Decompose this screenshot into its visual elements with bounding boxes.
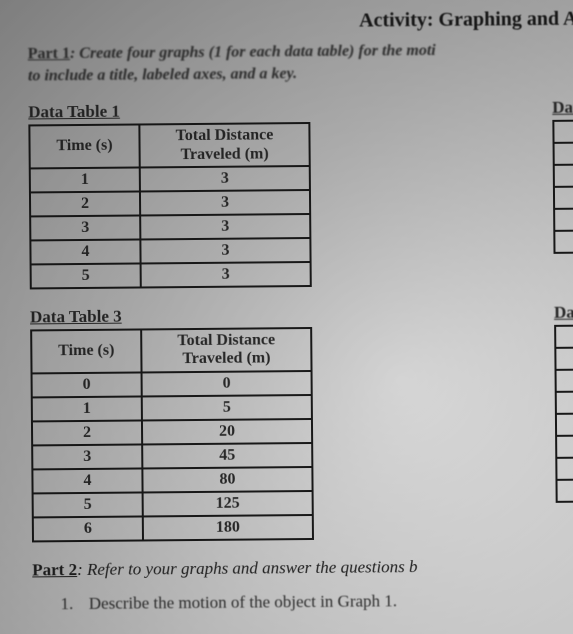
table-row: 00 bbox=[32, 371, 312, 397]
right-table-3-caption: Da bbox=[554, 303, 573, 323]
table-cell: 1 bbox=[32, 396, 142, 421]
table-cell: 20 bbox=[142, 419, 312, 444]
table-cell: 0 bbox=[142, 371, 312, 396]
table-row bbox=[556, 392, 573, 414]
table-row bbox=[554, 209, 573, 231]
table-row: 6180 bbox=[33, 515, 313, 541]
part1-text-line1: : Create four graphs (1 for each data ta… bbox=[70, 42, 436, 62]
table-cell bbox=[556, 392, 573, 414]
table-row: 33 bbox=[30, 214, 310, 240]
table-cell: 3 bbox=[32, 444, 142, 469]
right-table-1-block: Data bbox=[552, 98, 573, 254]
table-row: 480 bbox=[32, 467, 312, 493]
table-cell: 5 bbox=[31, 263, 141, 288]
table-row: 13 bbox=[30, 166, 310, 192]
data-table-1-caption: Data Table 1 bbox=[28, 100, 310, 122]
part2-label: Part 2 bbox=[32, 560, 77, 579]
worksheet-page: Activity: Graphing and A Part 1: Create … bbox=[27, 8, 573, 615]
right-table-1-caption: Data bbox=[552, 98, 573, 118]
table-cell bbox=[556, 458, 573, 480]
table-header: Time (s) bbox=[29, 125, 139, 169]
part1-label: Part 1 bbox=[28, 45, 70, 62]
table-cell bbox=[556, 480, 573, 502]
right-table-3-block: Da bbox=[554, 303, 573, 503]
part1-text-line2: to include a title, labeled axes, and a … bbox=[28, 65, 297, 84]
right-table-3 bbox=[554, 325, 573, 503]
table-cell bbox=[555, 348, 573, 370]
table-row: 5125 bbox=[33, 491, 313, 517]
table-row: 53 bbox=[31, 262, 311, 288]
table-row: 15 bbox=[32, 395, 312, 421]
table-cell: 3 bbox=[140, 238, 310, 263]
table-cell bbox=[554, 143, 573, 165]
table-cell: 125 bbox=[143, 491, 313, 516]
table-cell: 5 bbox=[33, 492, 143, 517]
table-row: 220 bbox=[32, 419, 312, 445]
table-cell bbox=[554, 209, 573, 231]
table-row bbox=[556, 458, 573, 480]
table-row bbox=[556, 414, 573, 436]
data-table-3-caption: Data Table 3 bbox=[30, 305, 312, 327]
table-cell bbox=[554, 187, 573, 209]
table-cell bbox=[554, 165, 573, 187]
table-row bbox=[556, 480, 573, 502]
table-cell: 3 bbox=[140, 190, 310, 215]
table-cell bbox=[556, 370, 573, 392]
table-row bbox=[554, 187, 573, 209]
right-table-1 bbox=[552, 120, 573, 254]
table-row: 23 bbox=[30, 190, 310, 216]
table-row: 43 bbox=[30, 238, 310, 264]
table-row bbox=[554, 165, 573, 187]
data-table-1-block: Data Table 1 Time (s)Total DistanceTrave… bbox=[28, 100, 312, 289]
table-cell: 6 bbox=[33, 516, 143, 541]
table-cell: 2 bbox=[30, 191, 140, 216]
row-table3: Data Table 3 Time (s)Total DistanceTrave… bbox=[30, 303, 573, 543]
question-1-text: Describe the motion of the object in Gra… bbox=[89, 591, 397, 613]
table-cell bbox=[556, 414, 573, 436]
table-row bbox=[556, 436, 573, 458]
part2-instructions: Part 2: Refer to your graphs and answer … bbox=[32, 555, 573, 580]
table-header: Total DistanceTraveled (m) bbox=[141, 328, 311, 372]
data-table-3: Time (s)Total DistanceTraveled (m)001522… bbox=[30, 327, 314, 542]
data-table-1: Time (s)Total DistanceTraveled (m)132333… bbox=[28, 122, 311, 289]
table-cell bbox=[556, 436, 573, 458]
part1-instructions: Part 1: Create four graphs (1 for each d… bbox=[28, 39, 573, 87]
table-cell: 3 bbox=[140, 166, 310, 191]
table-cell: 0 bbox=[32, 372, 142, 397]
table-row bbox=[556, 370, 573, 392]
table-cell: 1 bbox=[30, 167, 140, 192]
table-cell: 45 bbox=[142, 443, 312, 468]
question-1: 1. Describe the motion of the object in … bbox=[60, 589, 573, 614]
part2-text: : Refer to your graphs and answer the qu… bbox=[77, 557, 418, 579]
table-cell: 80 bbox=[142, 467, 312, 492]
table-header: Time (s) bbox=[31, 329, 141, 373]
table-row bbox=[553, 121, 573, 143]
table-cell: 4 bbox=[30, 239, 140, 264]
table-cell bbox=[554, 231, 573, 253]
data-table-3-block: Data Table 3 Time (s)Total DistanceTrave… bbox=[30, 305, 314, 542]
table-header: Total DistanceTraveled (m) bbox=[139, 123, 309, 167]
table-cell: 3 bbox=[141, 262, 311, 287]
table-cell: 5 bbox=[142, 395, 312, 420]
row-table1: Data Table 1 Time (s)Total DistanceTrave… bbox=[28, 98, 573, 290]
table-row bbox=[554, 143, 573, 165]
table-cell: 3 bbox=[30, 215, 140, 240]
table-cell bbox=[553, 121, 573, 143]
table-cell bbox=[555, 326, 573, 348]
table-cell: 2 bbox=[32, 420, 142, 445]
table-row: 345 bbox=[32, 443, 312, 469]
activity-title: Activity: Graphing and A bbox=[27, 8, 573, 36]
question-1-num: 1. bbox=[60, 594, 84, 614]
table-row bbox=[554, 231, 573, 253]
table-cell: 3 bbox=[140, 214, 310, 239]
table-row bbox=[555, 326, 573, 348]
table-cell: 4 bbox=[32, 468, 142, 493]
table-cell: 180 bbox=[143, 515, 313, 540]
table-row bbox=[555, 348, 573, 370]
